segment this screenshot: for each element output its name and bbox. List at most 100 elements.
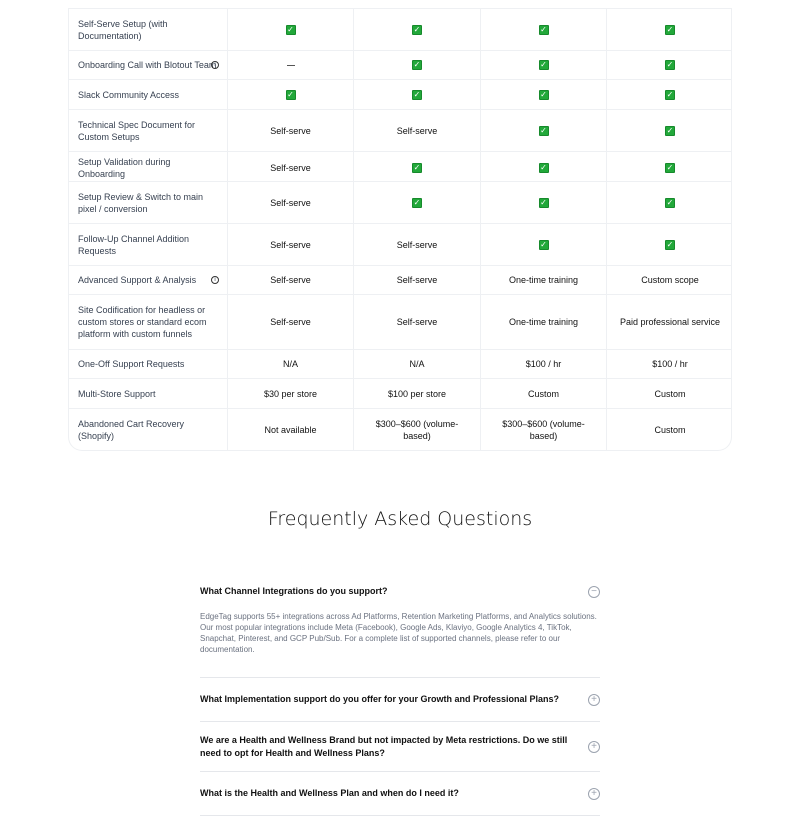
collapse-icon[interactable]: −: [588, 585, 600, 598]
checkmark-icon: ✓: [665, 24, 675, 35]
info-icon[interactable]: i: [211, 61, 219, 69]
plan-cell: ✓: [353, 152, 480, 184]
faq-item[interactable]: What Implementation support do you offer…: [200, 678, 600, 722]
checkmark-icon: ✓: [285, 89, 296, 100]
feature-label-text: Abandoned Cart Recovery (Shopify): [78, 418, 185, 441]
dash-icon: [286, 64, 295, 66]
plan-cell: ✓: [353, 182, 480, 223]
plan-cell: Self-serve: [353, 295, 480, 349]
plan-cell: ✓: [606, 182, 731, 223]
table-row: Onboarding Call with Blotout Team i ✓ ✓ ✓: [69, 50, 731, 79]
info-icon[interactable]: i: [211, 276, 219, 284]
checkmark-icon: ✓: [412, 24, 422, 35]
feature-label-text: Follow-Up Channel Addition Requests: [78, 233, 190, 256]
faq-item[interactable]: What is the Health and Wellness Plan and…: [200, 772, 600, 816]
checkmark-icon: ✓: [412, 163, 422, 173]
plan-cell: One-time training: [480, 295, 606, 349]
faq-item[interactable]: What Channel Integrations do you support…: [200, 575, 600, 678]
faq-list: What Channel Integrations do you support…: [200, 575, 600, 816]
plan-cell: Custom: [606, 409, 731, 450]
plan-cell: Self-serve: [227, 295, 353, 349]
feature-label: Technical Spec Document for Custom Setup…: [69, 110, 227, 151]
checkmark-icon: ✓: [538, 163, 549, 173]
plan-cell: ✓: [480, 110, 606, 151]
feature-label-text: Slack Community Access: [78, 89, 180, 100]
checkmark-icon: ✓: [412, 60, 422, 70]
feature-label-text: Site Codification for headless or custom…: [78, 305, 207, 339]
faq-question[interactable]: What is the Health and Wellness Plan and…: [200, 788, 459, 798]
checkmark-icon: ✓: [538, 89, 549, 100]
expand-icon[interactable]: +: [588, 740, 600, 753]
checkmark-icon: ✓: [412, 197, 422, 208]
feature-label-text: Onboarding Call with Blotout Team: [78, 60, 217, 70]
faq-question[interactable]: What Channel Integrations do you support…: [200, 586, 388, 596]
plan-cell: ✓: [480, 9, 606, 50]
checkmark-icon: ✓: [538, 197, 549, 208]
plan-cell: ✓: [480, 224, 606, 265]
feature-label-text: Multi-Store Support: [78, 388, 156, 399]
checkmark-icon: ✓: [665, 125, 675, 136]
plan-cell: $100 / hr: [606, 350, 731, 378]
feature-label: Setup Validation during Onboarding: [69, 152, 227, 184]
faq-item[interactable]: We are a Health and Wellness Brand but n…: [200, 722, 600, 772]
plan-cell: Custom: [606, 379, 731, 408]
faq-question[interactable]: We are a Health and Wellness Brand but n…: [200, 734, 568, 758]
feature-label: Self-Serve Setup (with Documentation): [69, 9, 227, 50]
feature-label: Slack Community Access: [69, 80, 227, 109]
table-row: One-Off Support Requests N/A N/A $100 / hr $…: [69, 349, 731, 378]
plan-cell: N/A: [353, 350, 480, 378]
feature-label: Site Codification for headless or custom…: [69, 295, 227, 349]
feature-comparison-table: Self-Serve Setup (with Documentation) ✓ ✓ ✓…: [68, 8, 732, 451]
checkmark-icon: ✓: [285, 24, 296, 35]
plan-cell: Paid professional service: [606, 295, 731, 349]
checkmark-icon: ✓: [538, 24, 549, 35]
feature-label: Follow-Up Channel Addition Requests: [69, 224, 227, 265]
plan-cell: Not available: [227, 409, 353, 450]
plan-cell: ✓: [480, 152, 606, 184]
table-row: Site Codification for headless or custom…: [69, 294, 731, 349]
plan-cell: Self-serve: [227, 152, 353, 184]
feature-label-text: Technical Spec Document for Custom Setup…: [78, 119, 196, 142]
plan-cell: Self-serve: [227, 224, 353, 265]
feature-label: Onboarding Call with Blotout Team i: [69, 51, 227, 79]
plan-cell: Self-serve: [227, 182, 353, 223]
table-row: Multi-Store Support $30 per store $100 per…: [69, 378, 731, 408]
plan-cell: $300–$600 (volume-based): [480, 409, 606, 450]
plan-cell: $100 / hr: [480, 350, 606, 378]
table-row: Advanced Support & Analysis i Self-serve Se…: [69, 265, 731, 294]
plan-cell: ✓: [480, 51, 606, 79]
feature-label-text: Self-Serve Setup (with Documentation): [78, 18, 168, 41]
table-row: Slack Community Access ✓ ✓ ✓ ✓: [69, 79, 731, 109]
feature-label: Multi-Store Support: [69, 379, 227, 408]
checkmark-icon: ✓: [538, 239, 549, 250]
plan-cell: Self-serve: [227, 266, 353, 294]
table-row: Setup Review & Switch to main pixel / co…: [69, 181, 731, 223]
expand-icon[interactable]: +: [588, 693, 600, 706]
plan-cell: ✓: [353, 9, 480, 50]
plan-cell: ✓: [480, 80, 606, 109]
plan-cell: Self-serve: [353, 110, 480, 151]
checkmark-icon: ✓: [665, 163, 675, 173]
plan-cell: ✓: [606, 51, 731, 79]
table-row: Technical Spec Document for Custom Setup…: [69, 109, 731, 151]
plan-cell: ✓: [606, 9, 731, 50]
expand-icon[interactable]: +: [588, 787, 600, 800]
plan-cell: One-time training: [480, 266, 606, 294]
faq-question[interactable]: What Implementation support do you offer…: [200, 694, 560, 704]
table-row: Setup Validation during Onboarding Self-s…: [69, 151, 731, 184]
plan-cell: ✓: [353, 80, 480, 109]
checkmark-icon: ✓: [665, 60, 675, 70]
faq-answer: EdgeTag supports 55+ integrations across…: [200, 612, 597, 654]
plan-cell: ✓: [353, 51, 480, 79]
plan-cell: ✓: [480, 182, 606, 223]
table-row: Abandoned Cart Recovery (Shopify) Not ava…: [69, 408, 731, 450]
plan-cell: Self-serve: [227, 110, 353, 151]
checkmark-icon: ✓: [665, 197, 675, 208]
plan-cell: ✓: [606, 152, 731, 184]
plan-cell: Self-serve: [353, 266, 480, 294]
checkmark-icon: ✓: [538, 125, 549, 136]
plan-cell: Self-serve: [353, 224, 480, 265]
plan-cell: ✓: [606, 224, 731, 265]
checkmark-icon: ✓: [412, 89, 422, 100]
feature-label: Abandoned Cart Recovery (Shopify): [69, 409, 227, 450]
